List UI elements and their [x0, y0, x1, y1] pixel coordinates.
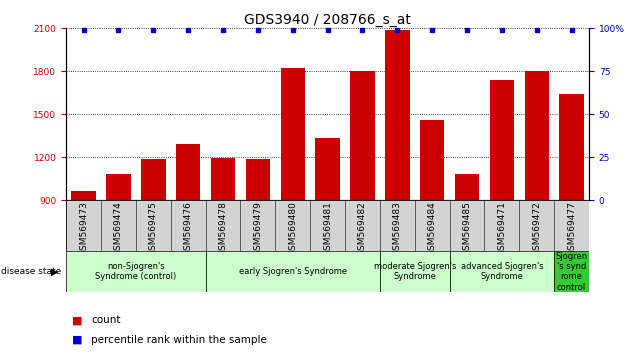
- Text: ■: ■: [72, 315, 83, 325]
- Text: GSM569476: GSM569476: [184, 201, 193, 256]
- Text: GSM569479: GSM569479: [253, 201, 262, 256]
- Text: GSM569483: GSM569483: [393, 201, 402, 256]
- Text: GSM569473: GSM569473: [79, 201, 88, 256]
- Text: GSM569485: GSM569485: [462, 201, 471, 256]
- Text: count: count: [91, 315, 121, 325]
- Text: percentile rank within the sample: percentile rank within the sample: [91, 335, 267, 345]
- Bar: [420, 120, 444, 200]
- Title: GDS3940 / 208766_s_at: GDS3940 / 208766_s_at: [244, 13, 411, 27]
- Bar: [71, 192, 96, 200]
- Text: GSM569472: GSM569472: [532, 201, 541, 256]
- Bar: [280, 68, 305, 200]
- Text: non-Sjogren's
Syndrome (control): non-Sjogren's Syndrome (control): [95, 262, 176, 281]
- Bar: [246, 159, 270, 200]
- Text: disease state: disease state: [1, 267, 61, 276]
- Bar: [176, 144, 200, 200]
- Bar: [559, 94, 584, 200]
- Bar: [141, 159, 166, 200]
- Text: GSM569475: GSM569475: [149, 201, 158, 256]
- Bar: [211, 158, 235, 200]
- Bar: [490, 80, 514, 200]
- Text: ▶: ▶: [51, 267, 59, 277]
- Bar: [106, 174, 130, 200]
- Bar: [450, 251, 554, 292]
- Text: early Sjogren's Syndrome: early Sjogren's Syndrome: [239, 267, 347, 276]
- Bar: [525, 71, 549, 200]
- Bar: [316, 138, 340, 200]
- Bar: [66, 251, 205, 292]
- Text: GSM569481: GSM569481: [323, 201, 332, 256]
- Bar: [554, 251, 589, 292]
- Text: GSM569477: GSM569477: [567, 201, 576, 256]
- Bar: [380, 251, 450, 292]
- Text: GSM569478: GSM569478: [219, 201, 227, 256]
- Text: GSM569474: GSM569474: [114, 201, 123, 256]
- Text: GSM569471: GSM569471: [498, 201, 507, 256]
- Text: GSM569480: GSM569480: [289, 201, 297, 256]
- Bar: [205, 251, 380, 292]
- Text: GSM569482: GSM569482: [358, 201, 367, 256]
- Text: Sjogren
's synd
rome
control: Sjogren 's synd rome control: [556, 252, 588, 292]
- Bar: [385, 30, 410, 200]
- Text: advanced Sjogren's
Syndrome: advanced Sjogren's Syndrome: [461, 262, 543, 281]
- Text: ■: ■: [72, 335, 83, 345]
- Bar: [350, 71, 375, 200]
- Text: GSM569484: GSM569484: [428, 201, 437, 256]
- Bar: [455, 174, 479, 200]
- Text: moderate Sjogren's
Syndrome: moderate Sjogren's Syndrome: [374, 262, 456, 281]
